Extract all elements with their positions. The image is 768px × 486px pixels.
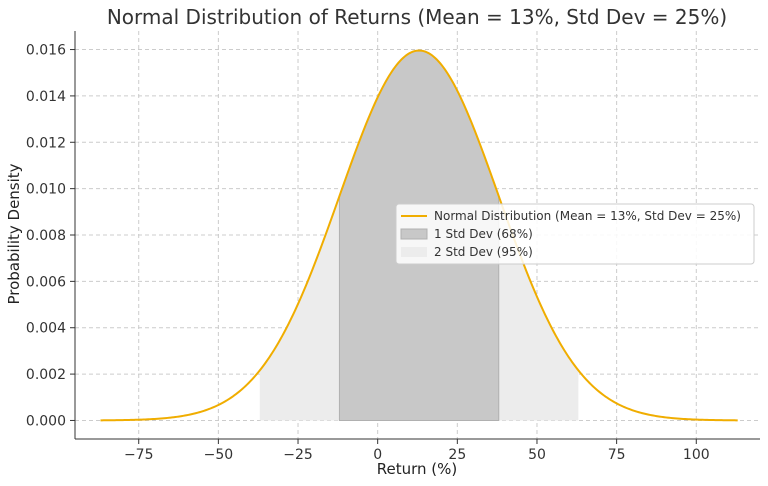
y-tick-label: 0.016 (26, 43, 66, 59)
y-tick-label: 0.004 (26, 321, 66, 337)
distribution-curve (100, 49, 738, 422)
y-tick-label: 0.002 (26, 367, 66, 383)
legend-swatch-band (400, 228, 428, 240)
legend-entry-label: Normal Distribution (Mean = 13%, Std Dev… (434, 209, 741, 223)
x-tick-label: 100 (683, 447, 710, 463)
y-tick-label: 0.014 (26, 89, 66, 105)
legend-entry-label: 2 Std Dev (95%) (434, 245, 533, 259)
y-tick-label: 0.012 (26, 135, 66, 151)
pdf-line (100, 49, 738, 422)
x-tick-label: 0 (373, 447, 382, 463)
x-tick-label: −75 (124, 447, 154, 463)
legend-swatch-band (401, 247, 427, 257)
x-tick-label: −25 (283, 447, 313, 463)
y-ticks: 0.000 0.002 0.004 0.006 0.008 0.010 0.012 0.014… (26, 43, 75, 429)
y-tick-label: 0.006 (26, 274, 66, 290)
legend-box (395, 203, 755, 265)
y-tick-label: 0.010 (26, 182, 66, 198)
x-tick-label: 75 (608, 447, 626, 463)
y-axis-label: Probability Density (5, 163, 23, 304)
x-ticks: −75 −50 −25 0 25 50 75 100 (124, 439, 710, 463)
legend-entry-label: 1 Std Dev (68%) (434, 227, 533, 241)
legend: Normal Distribution (Mean = 13%, Std Dev… (395, 203, 755, 265)
y-tick-label: 0.008 (26, 228, 66, 244)
x-axis-label: Return (%) (377, 460, 458, 478)
x-tick-label: 50 (528, 447, 546, 463)
y-tick-label: 0.000 (26, 413, 66, 429)
chart-title: Normal Distribution of Returns (Mean = 1… (107, 5, 727, 29)
x-tick-label: −50 (204, 447, 234, 463)
x-tick-label: 25 (448, 447, 466, 463)
